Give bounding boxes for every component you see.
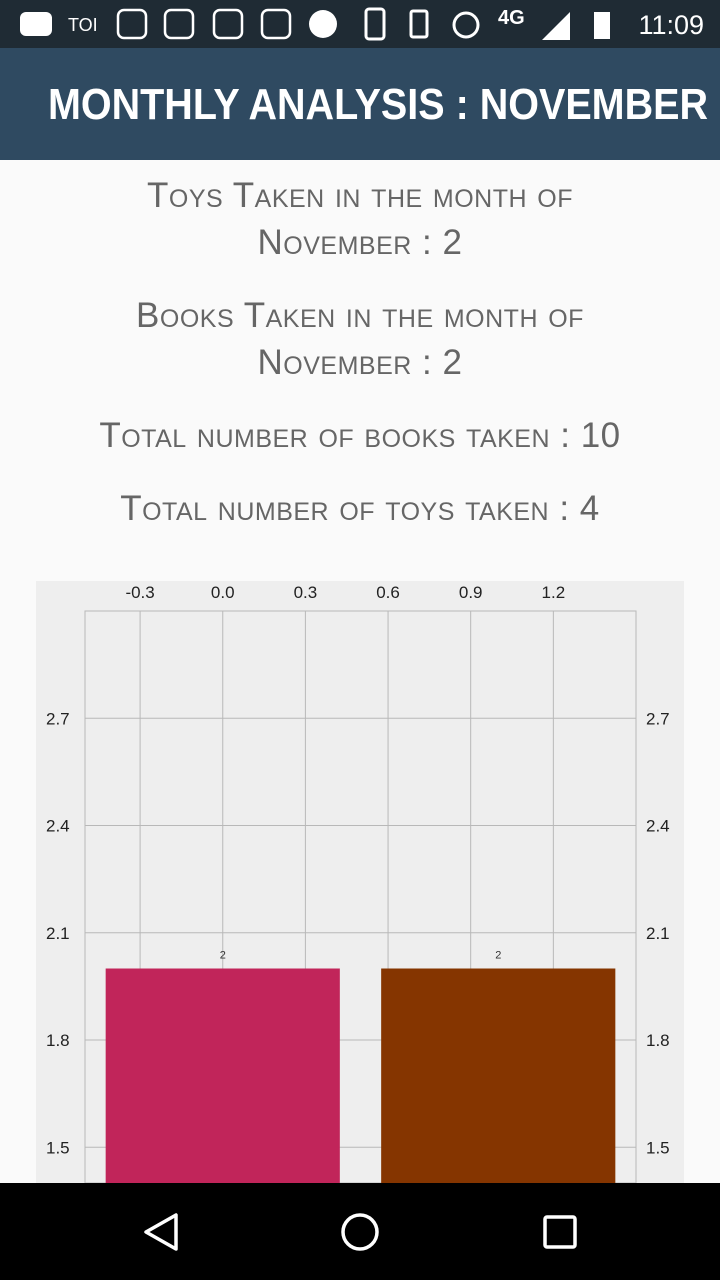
recents-button[interactable] [543,1215,577,1249]
x-tick-label: 0.0 [211,583,235,602]
app-bar-title: MONTHLY ANALYSIS : NOVEMBER [48,80,708,129]
y-tick-label: 1.5 [46,1138,70,1157]
y-tick-label: 2.7 [46,709,70,728]
x-tick-label: 1.2 [542,583,566,602]
alarm-icon [452,11,480,39]
y2-tick-label: 2.1 [646,924,670,943]
carrier-label: TOI [68,15,98,35]
back-button[interactable] [144,1213,178,1251]
y2-tick-label: 1.8 [646,1031,670,1050]
message-icon [20,12,52,36]
y2-tick-label: 1.5 [646,1138,670,1157]
data-label: 2 [220,950,226,962]
app-bar [0,48,720,160]
stat-text: Total number of toys taken : 4 [120,489,600,528]
chart-layer: -0.3 0.0 0.3 0.6 0.9 1.2 1.5 1.8 2.1 2.4 2.7 1.5 1.8… [46,583,670,1184]
x-tick-label: 0.9 [459,583,483,602]
stat-text: Books Taken in the month of November : 2 [136,296,584,382]
vibrate-icon [409,9,429,39]
app-icon [260,8,292,40]
y2-tick-label: 2.4 [646,817,670,836]
phone-icon [364,7,386,41]
y-tick-label: 2.1 [46,924,70,943]
signal-icon [542,12,570,40]
y-tick-label: 2.4 [46,817,70,836]
x-tick-label: 0.3 [294,583,318,602]
network-label: 4G [498,7,525,29]
app-icon [116,8,148,40]
y2-tick-label: 2.7 [646,709,670,728]
bar [105,968,340,1183]
battery-icon [594,12,610,39]
app-icon [163,8,195,40]
stat-text: Total number of books taken : 10 [99,416,621,455]
home-button[interactable] [341,1213,379,1251]
pinterest-icon [309,10,337,38]
app-icon [212,8,244,40]
bar [381,968,616,1183]
stat-text: Toys Taken in the month of November : 2 [147,176,573,262]
status-bar [0,0,720,48]
clock: 11:09 [638,10,704,40]
x-tick-label: 0.6 [376,583,400,602]
nav-bar [0,1183,720,1280]
data-label: 2 [495,950,501,962]
x-tick-label: -0.3 [125,583,154,602]
y-tick-label: 1.8 [46,1031,70,1050]
